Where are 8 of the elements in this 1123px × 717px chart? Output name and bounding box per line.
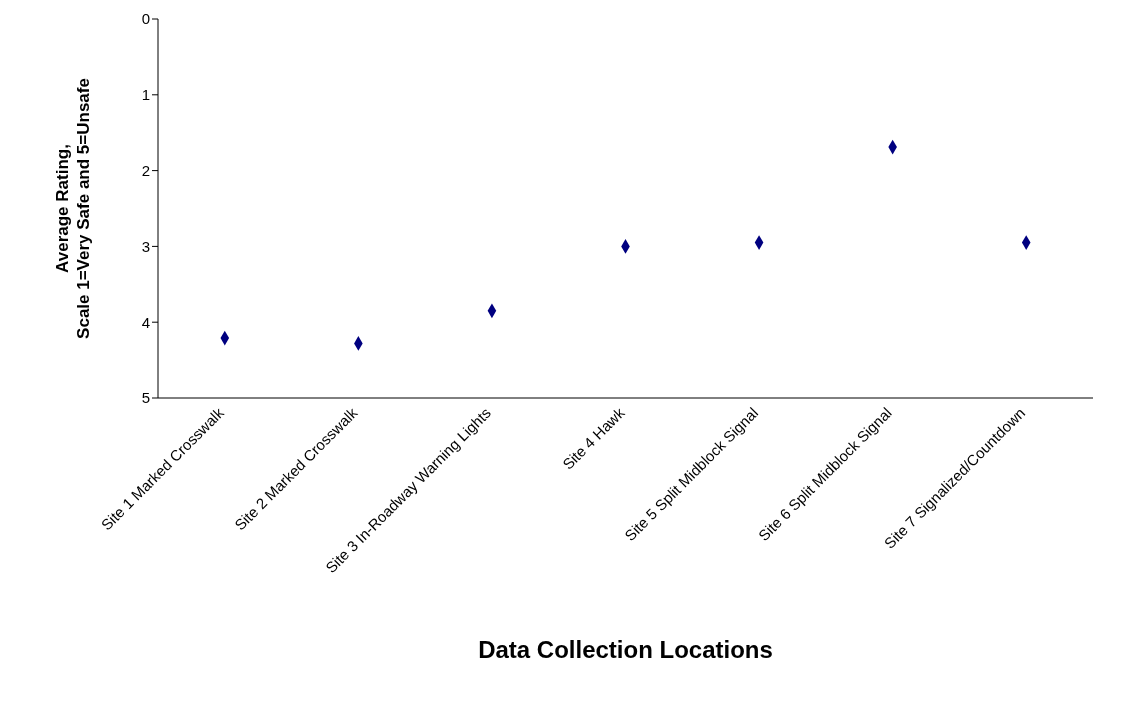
y-axis-title: Average Rating, Scale 1=Very Safe and 5=Unsafe bbox=[53, 78, 93, 339]
x-axis-title: Data Collection Locations bbox=[478, 636, 773, 663]
y-tick-label: 0 bbox=[141, 10, 150, 28]
y-tick-label: 3 bbox=[141, 237, 150, 255]
y-tick-label: 2 bbox=[141, 161, 150, 179]
y-tick-label: 4 bbox=[141, 313, 150, 331]
y-tick-label: 1 bbox=[141, 86, 150, 104]
y-tick-label: 5 bbox=[141, 389, 150, 407]
